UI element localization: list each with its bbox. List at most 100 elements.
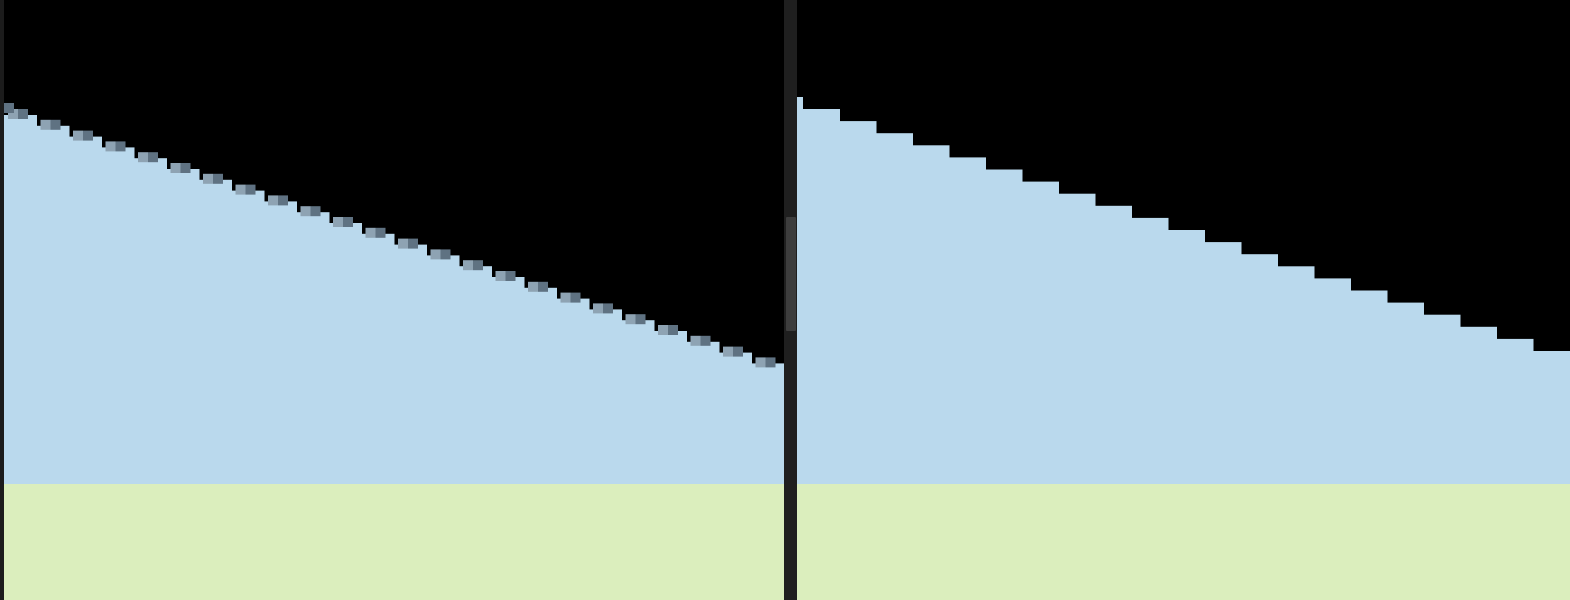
left-edge-pixel: [593, 303, 603, 314]
left-edge-pixel: [170, 163, 181, 173]
right-upper-step: [1314, 278, 1351, 484]
left-edge-pixel: [138, 152, 148, 163]
left-edge-pixel: [365, 227, 376, 238]
left-edge-pixel: [4, 103, 14, 113]
left-upper-step: [751, 363, 784, 484]
left-edge-pixel: [300, 206, 311, 217]
left-edge-pixel: [83, 130, 93, 141]
right-upper-step: [1095, 205, 1132, 485]
left-edge-pixel: [203, 173, 213, 184]
split-divider-handle[interactable]: [786, 217, 796, 331]
right-upper-step: [876, 133, 913, 484]
left-edge-pixel: [635, 314, 646, 325]
left-edge-pixel: [375, 227, 386, 238]
left-edge-pixel: [765, 357, 776, 368]
left-edge-pixel: [73, 130, 83, 141]
right-upper-step: [1496, 338, 1534, 484]
left-upper-step: [101, 147, 135, 484]
left-upper-step: [134, 158, 167, 484]
left-edge-pixel: [755, 357, 766, 368]
left-edge-pixel: [213, 173, 223, 184]
right-upper-step: [1204, 242, 1242, 484]
right-upper-step: [803, 109, 840, 484]
left-edge-pixel: [723, 346, 733, 357]
right-upper-step: [1168, 230, 1205, 484]
right-upper-step: [839, 121, 877, 484]
left-edge-pixel: [310, 206, 321, 217]
left-edge-pixel: [625, 314, 636, 325]
left-edge-pixel: [700, 335, 711, 346]
left-upper-step: [394, 244, 427, 484]
left-upper-step: [719, 352, 752, 484]
right-upper-step: [1460, 326, 1497, 484]
left-upper-step: [296, 212, 330, 484]
right-canvas: [797, 0, 1570, 600]
left-edge-pixel: [603, 303, 613, 314]
right-lower-region: [797, 484, 1570, 600]
left-window-edge: [0, 0, 4, 600]
left-lower-region: [4, 484, 784, 600]
left-upper-step: [69, 136, 102, 484]
left-edge-pixel: [398, 238, 408, 249]
left-edge-pixel: [115, 141, 126, 152]
left-edge-pixel: [148, 152, 158, 163]
left-edge-pixel: [343, 217, 353, 227]
left-upper-step: [329, 223, 362, 484]
left-upper-step: [686, 341, 720, 484]
left-upper-step: [426, 255, 460, 484]
left-edge-pixel: [408, 238, 418, 249]
left-upper-step: [589, 309, 622, 484]
left-edge-pixel: [538, 281, 548, 292]
right-upper-step: [1022, 181, 1059, 484]
left-upper-step: [491, 277, 525, 484]
left-edge-pixel: [245, 184, 256, 195]
left-edge-pixel: [505, 271, 516, 281]
left-edge-pixel: [8, 109, 18, 119]
left-edge-pixel: [180, 163, 191, 173]
right-upper-step: [1387, 302, 1424, 484]
right-viewport-pane: [797, 0, 1570, 600]
left-upper-step: [4, 115, 37, 484]
left-edge-pixel: [333, 217, 343, 227]
left-edge-pixel: [658, 325, 668, 335]
left-edge-pixel: [430, 249, 441, 260]
right-upper-step: [1277, 266, 1315, 484]
left-upper-step: [556, 298, 590, 484]
left-edge-pixel: [690, 335, 701, 346]
right-upper-step: [949, 157, 986, 484]
left-edge-pixel: [278, 195, 288, 206]
left-edge-pixel: [560, 292, 571, 303]
left-upper-step: [199, 179, 232, 485]
right-upper-step: [1131, 217, 1169, 484]
left-edge-pixel: [50, 119, 61, 130]
left-edge-pixel: [463, 260, 473, 271]
left-upper-step: [36, 125, 70, 485]
left-edge-pixel: [105, 141, 116, 152]
left-upper-step: [621, 320, 655, 484]
left-upper-step: [166, 169, 200, 484]
right-upper-step: [1058, 193, 1096, 484]
left-edge-pixel: [570, 292, 581, 303]
left-edge-pixel: [268, 195, 278, 206]
left-upper-step: [654, 331, 687, 484]
left-edge-pixel: [235, 184, 246, 195]
left-upper-step: [231, 190, 265, 484]
right-upper-step: [985, 169, 1023, 484]
left-upper-step: [459, 266, 492, 484]
left-edge-pixel: [473, 260, 483, 271]
left-edge-pixel: [18, 109, 28, 119]
right-upper-step: [797, 97, 803, 484]
left-edge-pixel: [440, 249, 451, 260]
right-upper-step: [1350, 290, 1388, 484]
left-edge-pixel: [668, 325, 678, 335]
right-upper-step: [1423, 314, 1461, 484]
left-edge-pixel: [495, 271, 506, 281]
right-upper-step: [1533, 351, 1570, 484]
left-upper-step: [524, 287, 557, 484]
left-viewport-pane: [4, 0, 784, 600]
right-upper-step: [912, 145, 950, 485]
left-edge-pixel: [733, 346, 743, 357]
right-upper-step: [1241, 254, 1278, 484]
left-upper-step: [264, 201, 297, 484]
left-edge-pixel: [528, 281, 538, 292]
